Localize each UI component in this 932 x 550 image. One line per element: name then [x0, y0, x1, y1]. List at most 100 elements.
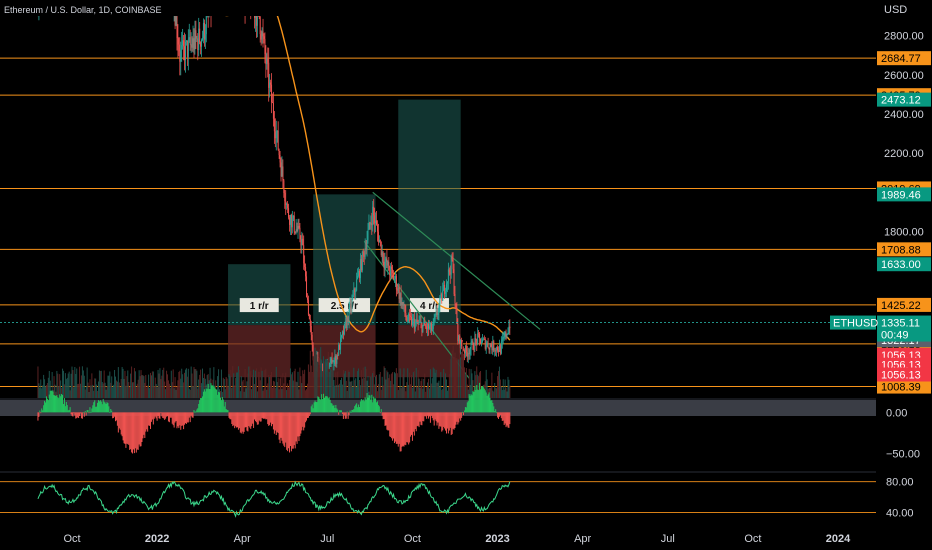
- volume-bar: [222, 377, 224, 398]
- volume-bar: [137, 379, 139, 398]
- volume-bar: [251, 389, 253, 398]
- volume-bar: [359, 385, 361, 398]
- volume-bar: [218, 369, 220, 398]
- oscillator-bar: [329, 399, 331, 413]
- oscillator-bar: [319, 398, 321, 413]
- volume-bar: [427, 382, 429, 398]
- candle-body: [288, 208, 290, 218]
- volume-bar: [202, 368, 204, 398]
- volume-bar: [424, 373, 426, 398]
- volume-bar: [42, 385, 44, 398]
- volume-bar: [396, 373, 398, 398]
- volume-bar: [197, 388, 199, 398]
- rr-target-zone[interactable]: [398, 99, 461, 326]
- candle-body: [464, 345, 466, 354]
- volume-bar: [456, 358, 458, 398]
- volume-bar: [80, 375, 82, 398]
- volume-bar: [385, 379, 387, 398]
- time-tick-label: Jul: [661, 533, 675, 545]
- volume-bar: [379, 371, 381, 398]
- oscillator-bar: [97, 402, 99, 413]
- volume-bar: [454, 352, 456, 398]
- upper-trendline[interactable]: [372, 191, 541, 330]
- oscillator-bar: [360, 399, 362, 413]
- candle-body: [376, 224, 378, 232]
- oscillator-bar: [211, 385, 213, 413]
- volume-bar: [69, 390, 71, 398]
- volume-bar: [367, 376, 369, 398]
- oscillator-bar: [364, 397, 366, 413]
- oscillator-bar: [56, 394, 58, 413]
- volume-bar: [199, 374, 201, 398]
- volume-bar: [108, 375, 110, 398]
- time-axis[interactable]: Oct 2022 Apr Jul Oct 2023 Apr Jul Oct 2024: [63, 533, 851, 545]
- oscillator-bar: [425, 412, 427, 417]
- price-axis[interactable]: 2800.00 2600.00 2400.00 2200.00 1800.00 2684.…: [830, 0, 932, 550]
- oscillator-bar: [480, 386, 482, 413]
- oscillator-bar: [323, 397, 325, 413]
- symbol-title: Ethereum / U.S. Dollar, 1D, COINBASE: [4, 5, 162, 15]
- oscillator-bar: [372, 402, 374, 413]
- candle-body: [477, 333, 479, 344]
- volume-bar: [229, 375, 231, 398]
- oscillator-bar: [78, 412, 80, 419]
- oscillator-bar: [121, 412, 123, 437]
- volume-bar: [303, 373, 305, 398]
- oscillator-bar: [332, 405, 334, 413]
- oscillator-bar: [147, 412, 149, 432]
- level-price-tag: 1008.39: [881, 382, 921, 394]
- rr-target-zone[interactable]: [228, 264, 291, 326]
- rr-stop-zone[interactable]: [228, 325, 291, 378]
- rsi-pane[interactable]: [0, 480, 876, 518]
- oscillator-bar: [453, 412, 455, 430]
- oscillator-bar: [381, 412, 383, 416]
- volume-bar: [468, 368, 470, 398]
- oscillator-bar: [467, 401, 469, 413]
- oscillator-bar: [479, 382, 481, 413]
- volume-bar: [221, 391, 223, 398]
- volume-bar: [107, 375, 109, 398]
- volume-bar: [498, 366, 500, 398]
- oscillator-bar: [185, 412, 187, 424]
- oscillator-bar: [339, 410, 341, 413]
- volume-bar: [392, 372, 394, 398]
- oscillator-bar: [214, 387, 216, 413]
- symbol-tag-bg[interactable]: [830, 315, 876, 330]
- time-tick-label: Apr: [574, 533, 591, 545]
- volume-bar: [289, 368, 291, 398]
- moving-average-line[interactable]: [38, 0, 511, 341]
- candle-body: [501, 339, 503, 342]
- volume-bar: [219, 391, 221, 398]
- oscillator-bar: [435, 412, 437, 422]
- candle-body: [395, 275, 397, 290]
- oscillator-bar: [292, 412, 294, 449]
- oscillator-bar: [346, 411, 348, 413]
- oscillator-bar: [53, 395, 55, 413]
- volume-bar: [406, 382, 408, 398]
- candle-body: [399, 293, 401, 299]
- oscillator-bar: [256, 412, 258, 425]
- volume-bar: [293, 371, 295, 398]
- symbol-tag[interactable]: ETHUSD: [833, 318, 878, 330]
- candle-body: [479, 334, 481, 339]
- candle-body: [498, 350, 500, 352]
- oscillator-bar: [219, 397, 221, 413]
- oscillator-pane[interactable]: [0, 382, 876, 454]
- oscillator-bar: [478, 390, 480, 413]
- volume-bar: [99, 370, 101, 398]
- volume-bar: [224, 389, 226, 398]
- candle-body: [358, 270, 360, 279]
- candle-body: [204, 34, 206, 40]
- volume-bar: [48, 370, 50, 398]
- oscillator-bar: [186, 412, 188, 423]
- oscillator-bar: [63, 398, 65, 413]
- volume-bar: [230, 369, 232, 398]
- volume-bar: [326, 359, 328, 398]
- volume-bar: [391, 373, 393, 398]
- candle-body: [299, 227, 301, 240]
- volume-bar: [442, 388, 444, 398]
- volume-bar: [192, 386, 194, 398]
- volume-bar: [346, 390, 348, 398]
- candle-body: [195, 30, 197, 39]
